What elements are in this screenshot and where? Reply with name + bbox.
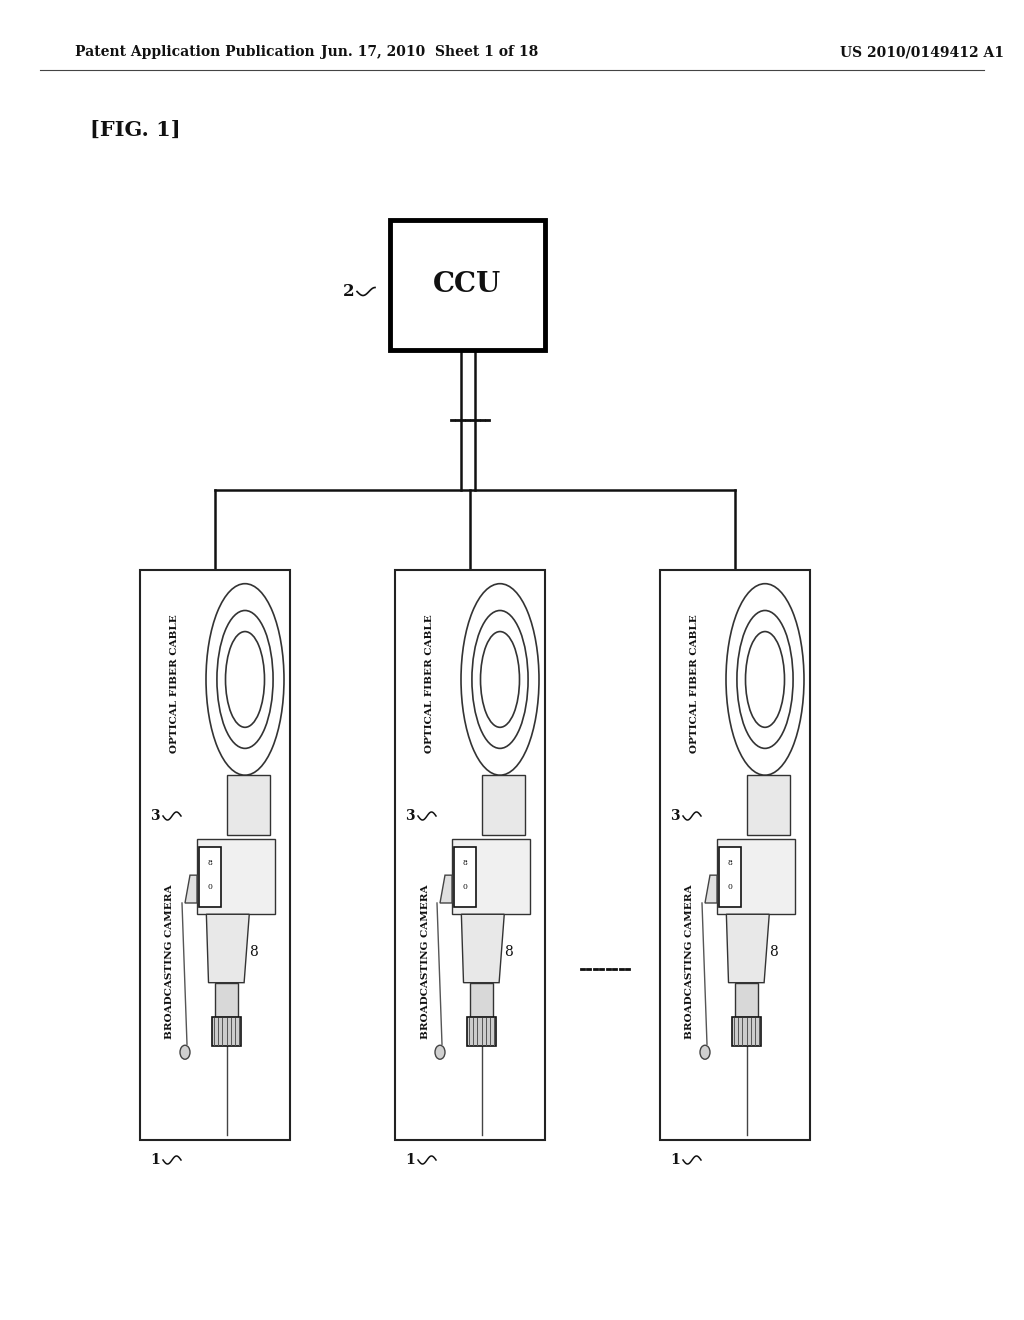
Text: CCU: CCU bbox=[433, 272, 502, 298]
Bar bbox=[452, 840, 530, 915]
Text: 8: 8 bbox=[504, 945, 513, 958]
Text: BROADCASTING CAMERA: BROADCASTING CAMERA bbox=[421, 884, 429, 1039]
Text: 3: 3 bbox=[151, 809, 160, 822]
Bar bbox=[467, 1016, 497, 1045]
Polygon shape bbox=[705, 875, 717, 903]
Ellipse shape bbox=[700, 1045, 710, 1059]
Bar bbox=[215, 982, 239, 1016]
Text: 0: 0 bbox=[728, 883, 733, 891]
Text: 1: 1 bbox=[670, 1152, 680, 1167]
Bar bbox=[197, 840, 275, 915]
Text: OPTICAL FIBER CABLE: OPTICAL FIBER CABLE bbox=[170, 615, 179, 754]
Bar bbox=[746, 775, 790, 836]
Bar bbox=[735, 982, 759, 1016]
Text: 8: 8 bbox=[769, 945, 777, 958]
Text: BROADCASTING CAMERA: BROADCASTING CAMERA bbox=[166, 884, 174, 1039]
Text: OPTICAL FIBER CABLE: OPTICAL FIBER CABLE bbox=[690, 615, 699, 754]
Text: OPTICAL FIBER CABLE: OPTICAL FIBER CABLE bbox=[425, 615, 434, 754]
Bar bbox=[200, 846, 221, 907]
Polygon shape bbox=[440, 875, 452, 903]
Text: Jun. 17, 2010  Sheet 1 of 18: Jun. 17, 2010 Sheet 1 of 18 bbox=[322, 45, 539, 59]
Text: 2: 2 bbox=[343, 282, 355, 300]
Bar bbox=[390, 220, 545, 350]
Text: 8: 8 bbox=[728, 859, 733, 867]
Bar bbox=[226, 775, 269, 836]
Text: 8: 8 bbox=[208, 859, 213, 867]
Text: 0: 0 bbox=[463, 883, 468, 891]
Bar bbox=[719, 846, 741, 907]
Polygon shape bbox=[462, 915, 504, 982]
Text: 0: 0 bbox=[208, 883, 213, 891]
Ellipse shape bbox=[180, 1045, 190, 1059]
Bar bbox=[660, 570, 810, 1140]
Bar bbox=[732, 1016, 761, 1045]
Text: 8: 8 bbox=[463, 859, 468, 867]
Text: 1: 1 bbox=[151, 1152, 160, 1167]
Bar bbox=[470, 982, 494, 1016]
Text: [FIG. 1]: [FIG. 1] bbox=[90, 120, 180, 140]
Bar bbox=[481, 775, 524, 836]
Text: 3: 3 bbox=[670, 809, 680, 822]
Polygon shape bbox=[726, 915, 769, 982]
Text: BROADCASTING CAMERA: BROADCASTING CAMERA bbox=[685, 884, 694, 1039]
Text: US 2010/0149412 A1: US 2010/0149412 A1 bbox=[840, 45, 1004, 59]
Text: 1: 1 bbox=[406, 1152, 415, 1167]
Bar bbox=[717, 840, 795, 915]
Bar bbox=[140, 570, 290, 1140]
Bar bbox=[395, 570, 545, 1140]
Polygon shape bbox=[185, 875, 197, 903]
Text: Patent Application Publication: Patent Application Publication bbox=[75, 45, 314, 59]
Polygon shape bbox=[207, 915, 249, 982]
Text: 8: 8 bbox=[249, 945, 257, 958]
Bar bbox=[455, 846, 476, 907]
Ellipse shape bbox=[435, 1045, 445, 1059]
Bar bbox=[212, 1016, 242, 1045]
Text: 3: 3 bbox=[406, 809, 415, 822]
